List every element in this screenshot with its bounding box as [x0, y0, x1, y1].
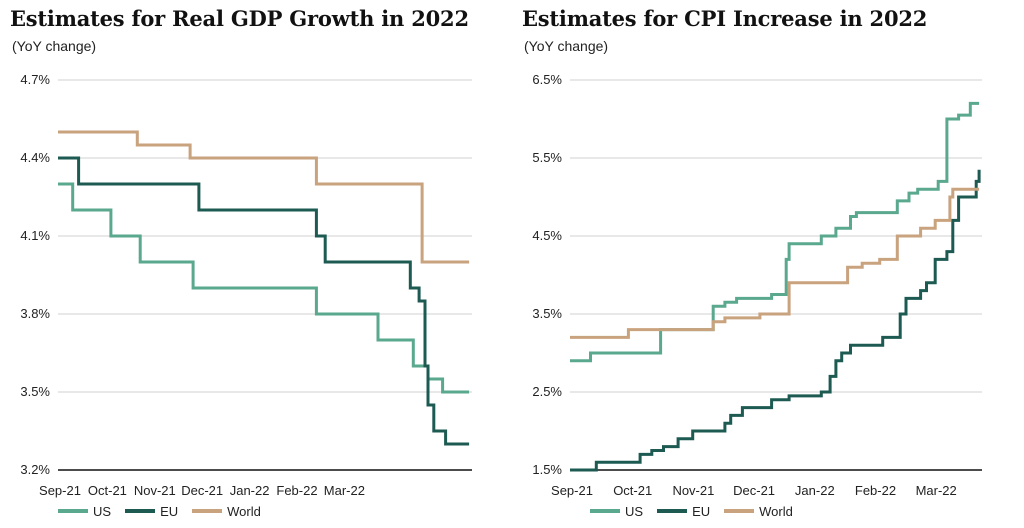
- y-tick-label: 4.5%: [532, 228, 562, 243]
- y-tick-label: 6.5%: [532, 72, 562, 87]
- y-tick-label: 5.5%: [532, 150, 562, 165]
- series-line-world: [58, 130, 470, 264]
- x-tick-label: Dec-21: [733, 483, 775, 498]
- legend-label-eu: EU: [692, 503, 711, 519]
- cpi-chart-title: Estimates for CPI Increase in 2022: [522, 6, 928, 31]
- series-line-eu: [58, 156, 470, 446]
- legend-item-world: World: [724, 504, 793, 519]
- y-tick-label: 3.5%: [532, 306, 562, 321]
- legend-item-us: US: [590, 504, 643, 519]
- x-tick-label: Dec-21: [181, 483, 223, 498]
- y-tick-label: 4.1%: [20, 228, 50, 243]
- cpi-chart-subtitle: (YoY change): [524, 38, 609, 54]
- x-tick-label: Mar-22: [324, 483, 365, 498]
- y-tick-label: 2.5%: [532, 384, 562, 399]
- gdp-chart-legend: US EU World: [58, 501, 275, 521]
- x-tick-label: Feb-22: [855, 483, 896, 498]
- y-tick-label: 3.8%: [20, 306, 50, 321]
- series-line-world: [570, 187, 980, 339]
- gdp-chart-title: Estimates for Real GDP Growth in 2022: [10, 6, 469, 31]
- cpi-chart-plot: 1.5% 2.5% 3.5% 4.5% 5.5% 6.5% Sep-21 Oct-21 Nov-…: [532, 72, 982, 498]
- legend-swatch-us: [590, 509, 620, 513]
- x-tick-label: Sep-21: [39, 483, 81, 498]
- x-tick-label: Nov-21: [672, 483, 714, 498]
- y-tick-label: 4.4%: [20, 150, 50, 165]
- x-tick-label: Mar-22: [916, 483, 957, 498]
- legend-swatch-world: [192, 509, 223, 513]
- legend-swatch-world: [724, 509, 755, 513]
- legend-label-world: World: [227, 503, 261, 519]
- y-tick-label: 4.7%: [20, 72, 50, 87]
- legend-swatch-eu: [125, 509, 156, 513]
- legend-item-world: World: [192, 504, 261, 519]
- legend-item-eu: EU: [125, 504, 178, 519]
- series-line-eu: [570, 169, 981, 472]
- gdp-chart-plot: 3.2% 3.5% 3.8% 4.1% 4.4% 4.7% Sep-21 Oct-21 Nov-…: [20, 72, 472, 498]
- legend-label-eu: EU: [160, 503, 179, 519]
- y-tick-label: 1.5%: [532, 462, 562, 477]
- legend-swatch-us: [58, 509, 88, 513]
- legend-label-world: World: [759, 503, 793, 519]
- x-tick-label: Oct-21: [613, 483, 652, 498]
- series-line-us: [570, 101, 980, 363]
- cpi-chart-legend: US EU World: [590, 501, 807, 521]
- legend-label-us: US: [625, 503, 644, 519]
- series-line-us: [58, 182, 470, 394]
- x-tick-label: Sep-21: [551, 483, 593, 498]
- x-tick-label: Jan-22: [230, 483, 270, 498]
- legend-swatch-eu: [657, 509, 688, 513]
- gdp-chart-panel: Estimates for Real GDP Growth in 2022 (Y…: [10, 6, 472, 521]
- x-tick-label: Nov-21: [134, 483, 176, 498]
- legend-item-us: US: [58, 504, 111, 519]
- gdp-chart-subtitle: (YoY change): [12, 38, 97, 54]
- legend-item-eu: EU: [657, 504, 710, 519]
- y-tick-label: 3.5%: [20, 384, 50, 399]
- legend-label-us: US: [93, 503, 112, 519]
- x-tick-label: Oct-21: [88, 483, 127, 498]
- x-tick-label: Jan-22: [795, 483, 835, 498]
- cpi-chart-panel: Estimates for CPI Increase in 2022 (YoY …: [512, 0, 1024, 528]
- y-tick-label: 3.2%: [20, 462, 50, 477]
- x-tick-label: Feb-22: [276, 483, 317, 498]
